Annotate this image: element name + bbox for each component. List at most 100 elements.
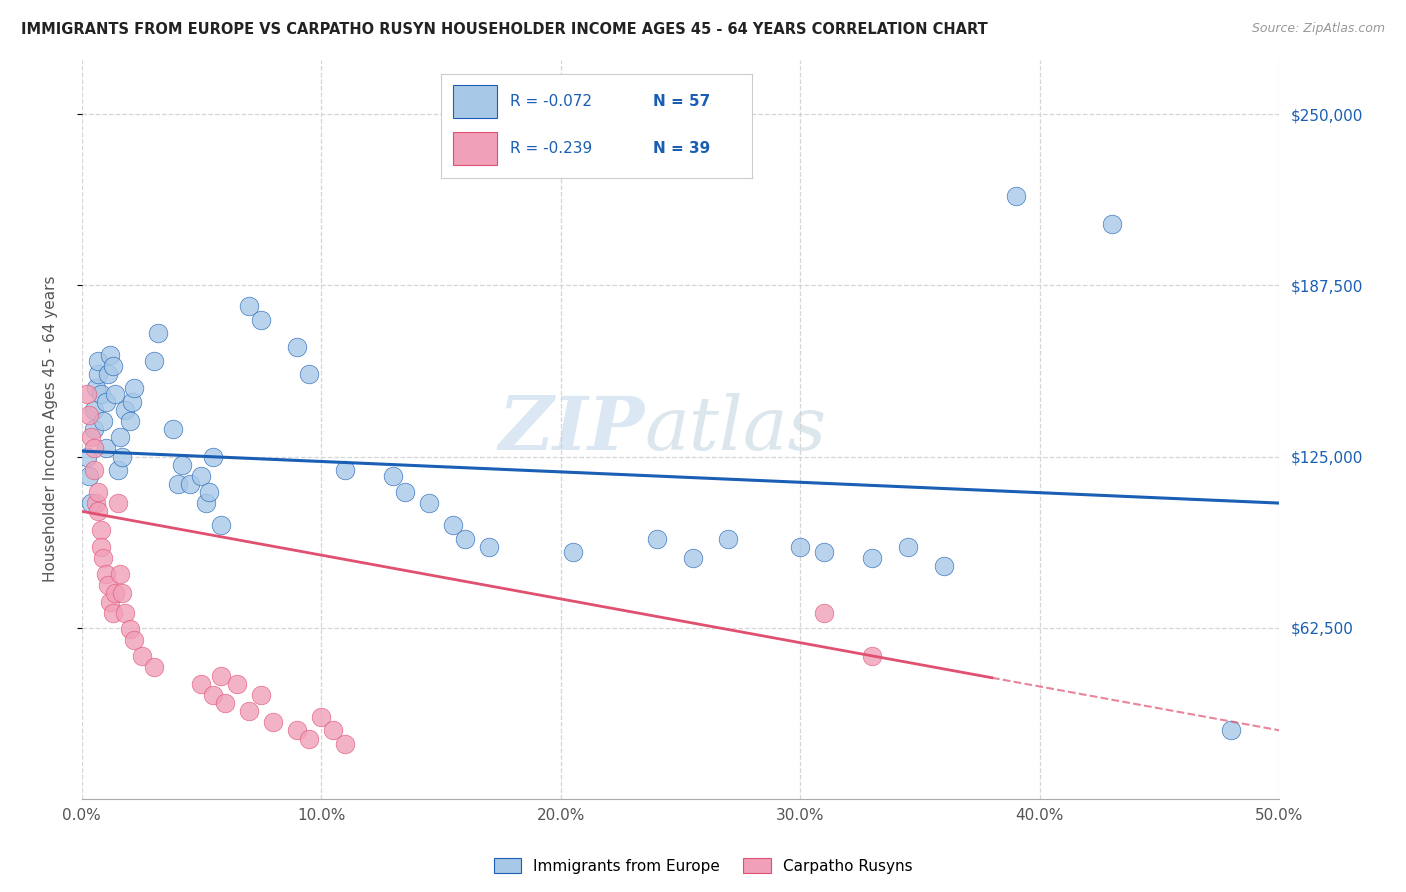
Point (76, 450, 98, 464)
Point (717, 532, 740, 546)
Point (121, 394, 143, 409)
Y-axis label: Householder Income Ages 45 - 64 years: Householder Income Ages 45 - 64 years (44, 276, 58, 582)
Point (394, 485, 416, 500)
Point (813, 606, 835, 620)
Point (91, 550, 114, 565)
Point (209, 518, 232, 533)
Point (94, 394, 117, 409)
Point (108, 567, 131, 582)
Point (932, 559, 955, 574)
Point (309, 709, 332, 723)
Point (108, 430, 131, 444)
Point (83, 422, 105, 436)
Point (100, 594, 122, 608)
Point (91, 414, 114, 428)
Point (90, 540, 112, 554)
Point (285, 340, 308, 354)
Point (94, 567, 117, 582)
Point (118, 622, 141, 636)
Point (813, 545, 835, 559)
Text: ZIP: ZIP (498, 393, 644, 466)
Point (124, 632, 146, 647)
Point (418, 496, 440, 510)
Point (335, 463, 357, 477)
Point (250, 312, 273, 326)
Point (166, 477, 188, 491)
Point (148, 326, 170, 341)
Point (87, 504, 110, 518)
Point (454, 532, 477, 546)
Point (90, 386, 112, 401)
Point (195, 496, 218, 510)
Point (322, 723, 344, 738)
Point (860, 550, 883, 565)
Point (97, 368, 120, 382)
Point (478, 540, 501, 554)
Point (209, 668, 232, 682)
Point (190, 677, 212, 691)
Point (84, 496, 107, 510)
Point (77, 409, 100, 423)
Point (335, 737, 357, 751)
Point (298, 731, 321, 746)
Point (124, 381, 146, 395)
Text: Source: ZipAtlas.com: Source: ZipAtlas.com (1251, 22, 1385, 36)
Point (83, 442, 105, 456)
Point (897, 540, 920, 554)
Point (561, 545, 583, 559)
Point (1220, 723, 1243, 738)
Point (114, 606, 136, 620)
Legend: Immigrants from Europe, Carpatho Rusyns: Immigrants from Europe, Carpatho Rusyns (488, 852, 918, 880)
Point (298, 368, 321, 382)
Point (101, 606, 124, 620)
Point (104, 586, 127, 600)
Point (202, 450, 225, 464)
Point (142, 353, 165, 368)
Point (197, 485, 219, 500)
Point (238, 299, 260, 313)
Point (162, 422, 184, 436)
Point (111, 450, 134, 464)
Point (84, 381, 107, 395)
Point (441, 518, 464, 533)
Point (83, 403, 105, 417)
Point (107, 463, 129, 477)
Point (97, 578, 120, 592)
Point (87, 368, 110, 382)
Point (1101, 217, 1123, 231)
Point (80, 430, 103, 444)
Point (114, 403, 136, 417)
Point (80, 496, 103, 510)
Text: IMMIGRANTS FROM EUROPE VS CARPATHO RUSYN HOUSEHOLDER INCOME AGES 45 - 64 YEARS C: IMMIGRANTS FROM EUROPE VS CARPATHO RUSYN… (21, 22, 988, 37)
Point (214, 696, 236, 710)
Point (202, 688, 225, 702)
Point (226, 677, 249, 691)
Point (111, 586, 134, 600)
Point (1005, 189, 1028, 203)
Point (100, 348, 122, 362)
Text: atlas: atlas (644, 393, 827, 466)
Point (94, 442, 117, 456)
Point (118, 414, 141, 428)
Point (682, 550, 704, 565)
Point (87, 353, 110, 368)
Point (382, 468, 405, 483)
Point (250, 688, 273, 702)
Point (107, 496, 129, 510)
Point (285, 723, 308, 738)
Point (77, 468, 100, 483)
Point (172, 458, 194, 472)
Point (190, 468, 212, 483)
Point (104, 386, 127, 401)
Point (179, 477, 201, 491)
Point (262, 715, 284, 730)
Point (645, 532, 668, 546)
Point (101, 359, 124, 374)
Point (142, 660, 165, 674)
Point (131, 649, 153, 664)
Point (90, 524, 112, 538)
Point (83, 463, 105, 477)
Point (87, 485, 110, 500)
Point (789, 540, 811, 554)
Point (860, 649, 883, 664)
